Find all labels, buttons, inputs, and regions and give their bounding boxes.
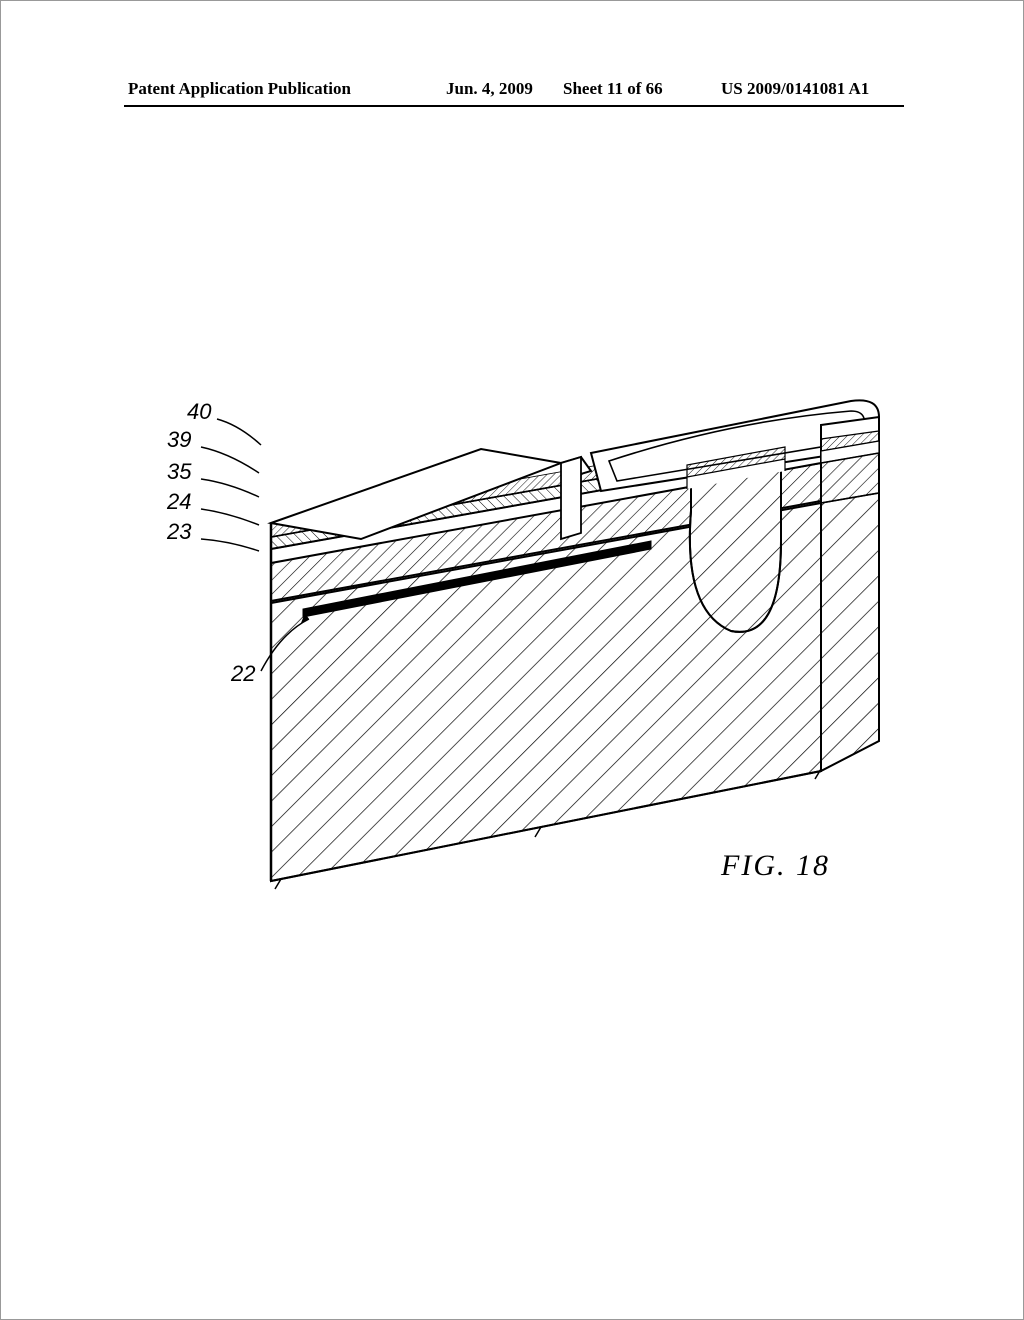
header-date: Jun. 4, 2009 (446, 79, 533, 99)
patent-page: Patent Application Publication Jun. 4, 2… (0, 0, 1024, 1320)
ref-40: 40 (187, 399, 211, 425)
header-rule (124, 105, 904, 107)
figure-caption: FIG. 18 (721, 849, 830, 883)
figure-18: 40 39 35 24 23 22 FIG. 18 (131, 381, 891, 921)
header-publication-type: Patent Application Publication (128, 79, 351, 99)
ref-23: 23 (167, 519, 191, 545)
ref-35: 35 (167, 459, 191, 485)
ref-39: 39 (167, 427, 191, 453)
ref-22: 22 (231, 661, 255, 687)
header-sheet: Sheet 11 of 66 (563, 79, 663, 99)
header-publication-number: US 2009/0141081 A1 (721, 79, 869, 99)
figure-drawing (131, 381, 891, 921)
ref-24: 24 (167, 489, 191, 515)
